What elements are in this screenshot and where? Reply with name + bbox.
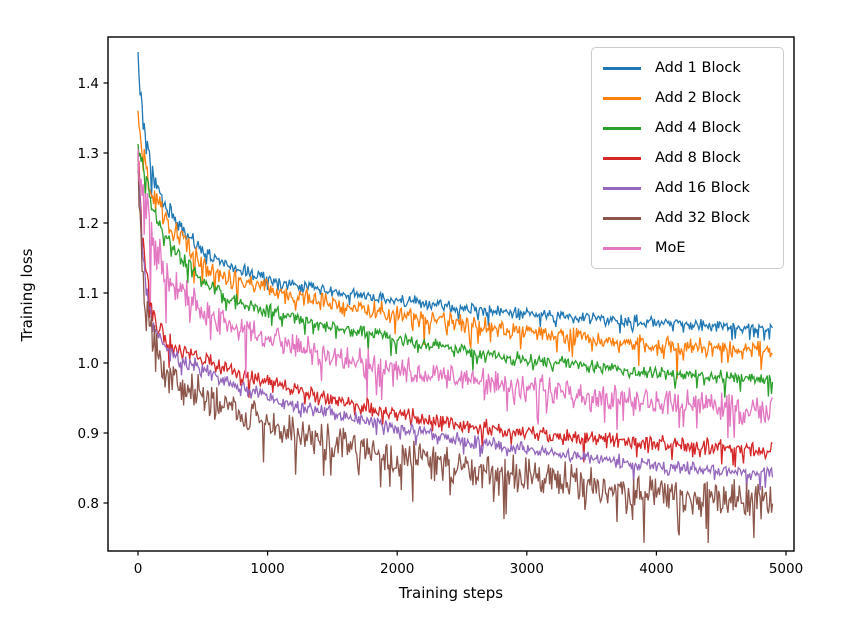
y-tick-label: 1.1 [78,286,99,302]
legend-line-swatch [603,216,641,220]
x-tick-label: 0 [134,561,143,577]
legend-item-add-8-block: Add 8 Block [603,143,783,173]
legend-line-swatch [603,126,641,130]
y-tick-label: 1.2 [78,216,99,232]
legend-label: Add 4 Block [655,120,741,136]
y-tick-label: 0.8 [78,496,99,512]
legend-label: Add 16 Block [655,180,750,196]
legend-label: MoE [655,240,686,256]
legend-item-add-32-block: Add 32 Block [603,203,783,233]
legend-line-swatch [603,156,641,160]
series-line-add-1-block [137,51,774,341]
legend-line-swatch [603,66,641,70]
legend-item-add-16-block: Add 16 Block [603,173,783,203]
legend-item-add-4-block: Add 4 Block [603,113,783,143]
y-axis-label: Training loss [18,248,36,342]
series-line-add-8-block [137,158,773,468]
series-line-add-32-block [137,152,774,544]
y-tick-label: 1.0 [78,356,99,372]
legend-item-add-1-block: Add 1 Block [603,53,783,83]
x-axis-label: Training steps [398,584,504,602]
series-line-add-2-block [137,110,773,380]
legend: Add 1 Block Add 2 Block Add 4 Block Add 8 B… [591,47,784,269]
legend-item-moe: MoE [603,233,783,263]
x-tick-label: 4000 [639,561,673,577]
series-line-add-4-block [137,143,774,398]
legend-line-swatch [603,96,641,100]
y-tick-label: 0.9 [78,426,99,442]
legend-line-swatch [603,186,641,190]
y-tick-label: 1.4 [78,76,99,92]
x-tick-label: 1000 [250,561,284,577]
x-tick-label: 3000 [510,561,544,577]
legend-label: Add 2 Block [655,90,741,106]
legend-label: Add 8 Block [655,150,741,166]
y-tick-label: 1.3 [78,146,99,162]
plot-border [107,36,795,552]
legend-label: Add 32 Block [655,210,750,226]
legend-line-swatch [603,246,641,250]
series-line-add-16-block [137,170,774,491]
x-tick-label: 2000 [380,561,414,577]
series-line-moe [137,148,774,439]
legend-label: Add 1 Block [655,60,741,76]
x-tick-label: 5000 [769,561,803,577]
legend-item-add-2-block: Add 2 Block [603,83,783,113]
